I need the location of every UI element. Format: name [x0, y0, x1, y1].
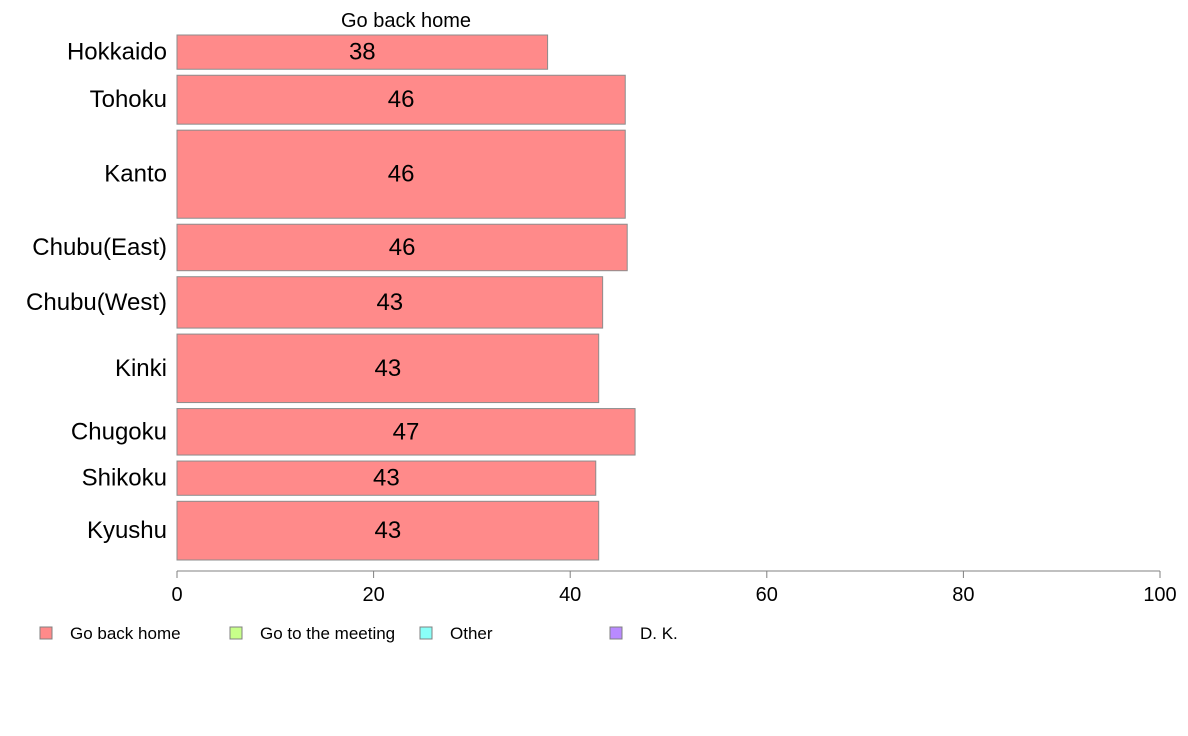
category-label: Chubu(West) — [26, 289, 167, 316]
category-label: Hokkaido — [67, 39, 167, 66]
data-label: 43 — [375, 517, 402, 544]
category-label: Kyushu — [87, 517, 167, 544]
legend-label: Go back home — [70, 624, 181, 643]
bar — [176, 223, 628, 272]
legend-swatch — [39, 626, 53, 640]
legend-swatch — [419, 626, 433, 640]
bar — [176, 34, 549, 70]
category-label: Chugoku — [71, 418, 167, 445]
bar-group: Hokkaido 38 Tohoku 46 Kanto 46 Chubu(East) 46 Ch… — [26, 34, 636, 561]
bar — [176, 129, 626, 219]
bar — [176, 408, 636, 456]
category-label: Tohoku — [90, 86, 167, 113]
x-tick-label: 40 — [559, 584, 581, 606]
legend-swatch — [609, 626, 623, 640]
x-tick-label: 0 — [171, 584, 182, 606]
data-label: 46 — [388, 161, 415, 188]
column-title: Go back home — [341, 10, 471, 32]
data-label: 43 — [373, 465, 400, 492]
category-label: Chubu(East) — [32, 234, 167, 261]
bar — [176, 74, 626, 125]
legend-label: D. K. — [640, 624, 678, 643]
data-label: 38 — [349, 39, 376, 66]
data-label: 46 — [388, 86, 415, 113]
x-tick-label: 100 — [1143, 584, 1176, 606]
x-tick-label: 60 — [756, 584, 778, 606]
legend: Go back home Go to the meeting Other D. K. — [39, 624, 678, 643]
category-label: Kinki — [115, 355, 167, 382]
category-label: Shikoku — [82, 465, 167, 492]
bar — [176, 460, 597, 496]
data-label: 43 — [376, 289, 403, 316]
x-tick-label: 80 — [952, 584, 974, 606]
data-label: 43 — [375, 355, 402, 382]
legend-swatch — [229, 626, 243, 640]
data-label: 46 — [389, 234, 416, 261]
bar — [176, 500, 600, 561]
data-label: 47 — [393, 418, 420, 445]
bar — [176, 276, 604, 329]
legend-label: Other — [450, 624, 493, 643]
legend-label: Go to the meeting — [260, 624, 395, 643]
x-axis: 0 20 40 60 80 100 — [171, 570, 1177, 606]
category-label: Kanto — [104, 161, 167, 188]
x-tick-label: 20 — [362, 584, 384, 606]
bar — [176, 333, 600, 404]
